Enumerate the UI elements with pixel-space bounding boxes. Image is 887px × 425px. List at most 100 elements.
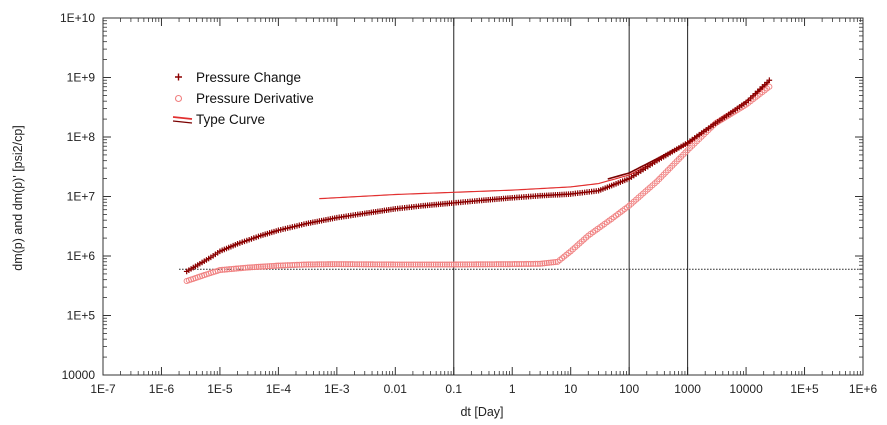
pressure-derivative-point [401,261,408,268]
pressure-derivative-point [452,261,460,268]
pressure-derivative-point [356,261,363,268]
pressure-derivative-point [407,261,415,268]
pressure-derivative-point [249,264,256,271]
pressure-derivative-point [385,261,392,268]
pressure-derivative-point [466,261,473,268]
pressure-derivative-point [289,261,296,269]
pressure-derivative-point [266,263,273,270]
pressure-derivative-point [516,260,523,268]
pressure-derivative-point [293,261,301,268]
pressure-derivative-point [548,259,555,266]
pressure-derivative-point [320,261,327,268]
legend-entry-pressure-change: Pressure Change [175,70,301,85]
pressure-derivative-point [543,259,550,267]
pressure-derivative-point [530,260,537,267]
legend: Pressure Change Pressure Derivative Type… [172,70,314,127]
pressure-derivative-point [240,264,247,272]
pressure-derivative-point [518,260,525,268]
pressure-derivative-point [468,261,475,268]
pressure-derivative-point [497,261,505,268]
pressure-derivative-point [509,261,516,268]
x-tick-label: 10 [564,382,578,396]
pressure-derivative-point [333,261,340,268]
pressure-derivative-point [403,261,410,268]
pressure-derivative-point [235,265,242,272]
legend-line-type-curve-dark [172,120,193,124]
pressure-derivative-point [336,261,343,268]
x-tick-label: 100 [619,382,639,396]
pressure-derivative-point [390,261,397,268]
pressure-derivative-point [473,261,480,268]
pressure-derivative-point [340,261,347,268]
pressure-derivative-point [414,261,421,268]
pressure-derivative-point [398,261,406,268]
pressure-derivative-point [314,261,321,268]
pressure-derivative-point [504,261,511,268]
pressure-derivative-point [475,261,482,268]
pressure-derivative-point [532,260,539,267]
pressure-derivative-point [219,266,226,273]
pressure-derivative-point [354,261,361,268]
pressure-derivative-point [255,263,262,270]
x-tick-label: 10000 [729,382,763,396]
pressure-derivative-point [316,261,323,268]
pressure-derivative-point [360,261,367,268]
pressure-derivative-point [279,262,287,269]
pressure-derivative-point [347,261,354,268]
pressure-derivative-point [443,261,451,268]
pressure-derivative-point [432,261,439,268]
pressure-derivative-point [367,261,374,268]
pressure-derivative-point [372,261,379,268]
pressure-derivative-point [513,261,520,268]
x-axis-title: dt [Day] [460,405,503,419]
pressure-derivative-point [387,261,394,268]
pressure-derivative-point [309,261,316,268]
pressure-derivative-point [459,261,466,268]
pressure-derivative-point [305,261,312,268]
pressure-derivative-point [425,261,433,268]
pressure-derivative-point [264,263,271,270]
pressure-derivative-point [457,261,464,268]
pressure-derivative-point [296,261,303,268]
pressure-derivative-point [286,262,294,269]
legend-marker-plus [175,73,182,81]
pressure-derivative-point [345,261,352,268]
legend-label-pressure-derivative: Pressure Derivative [196,91,314,106]
pressure-derivative-point [351,261,358,268]
pressure-derivative-point [486,261,493,268]
pressure-derivative-point [448,261,455,268]
pressure-derivative-point [325,261,332,268]
pressure-derivative-point [464,261,471,268]
pressure-derivative-point [270,262,278,269]
pressure-derivative-point [358,261,365,268]
pressure-derivative-point [539,260,546,267]
pressure-derivative-point [369,261,376,268]
pressure-derivative-point [216,267,223,274]
pressure-derivative-point [520,260,527,268]
pressure-derivative-point [223,266,230,273]
plot-area: 1E-7 1E-6 1E-5 1E-4 1E-3 0.01 0.1 1 10 100 1000 100… [60,11,878,396]
pressure-derivative-point [311,261,319,268]
pressure-derivative-point [365,261,372,268]
y-axis-title: dm(p) and dm(p)' [psi2/cp] [11,125,25,271]
pressure-derivative-point [491,261,498,268]
x-tick-label: 1E-7 [90,382,116,396]
pressure-derivative-point [322,261,329,268]
pressure-derivative-point [277,262,284,269]
pressure-derivative-point [262,263,269,270]
pressure-derivative-point [349,261,356,268]
pressure-derivative-point [284,262,291,269]
pressure-derivative-point [439,261,446,268]
legend-marker-circle [174,94,183,103]
pressure-derivative-point [446,261,453,268]
pressure-derivative-point [461,261,469,268]
pressure-derivative-point [291,261,298,269]
pressure-derivative-point [327,261,334,268]
y-tick-label: 1E+8 [67,130,96,144]
pressure-derivative-point [338,261,345,268]
pressure-derivative-point [405,261,412,268]
pressure-derivative-point [412,261,419,268]
pressure-derivative-point [455,261,462,268]
pressure-derivative-point [246,264,254,271]
